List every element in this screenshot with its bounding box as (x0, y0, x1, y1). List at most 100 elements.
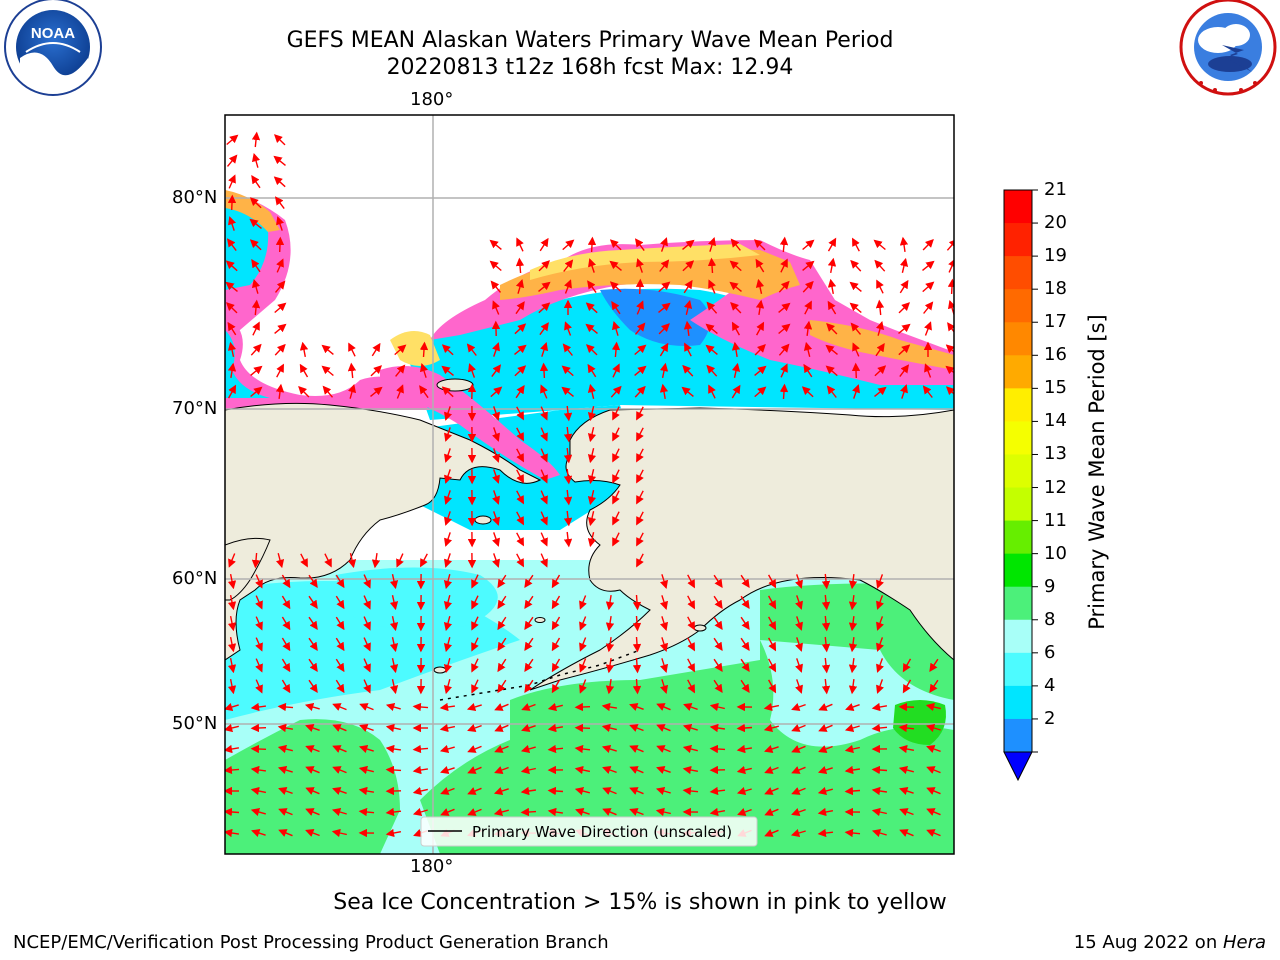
wave-arrow (492, 511, 500, 526)
wave-arrow (412, 702, 429, 712)
wave-arrow (490, 386, 503, 398)
wave-arrow (444, 532, 452, 547)
wave-arrow (227, 362, 237, 379)
wave-arrow (821, 594, 831, 611)
wave-arrow (551, 679, 561, 694)
wave-arrow (515, 278, 525, 294)
wave-arrow (851, 362, 861, 379)
wave-arrow (706, 364, 718, 377)
wave-arrow (587, 383, 597, 399)
wave-arrow (898, 323, 911, 334)
wave-arrow (683, 703, 698, 711)
wave-arrow (562, 239, 575, 251)
wave-arrow (412, 744, 429, 754)
wave-arrow (521, 724, 536, 732)
wave-arrow (587, 469, 597, 485)
wave-arrow (802, 239, 815, 251)
wave-arrow (612, 427, 620, 442)
wave-arrow (898, 302, 910, 314)
wave-arrow (605, 636, 615, 653)
wave-arrow (708, 384, 716, 399)
wave-arrow (255, 616, 263, 631)
wave-arrow (713, 616, 723, 630)
wave-arrow (551, 658, 561, 673)
wave-arrow (250, 723, 267, 733)
wave-arrow (682, 364, 694, 377)
colorbar-extend-triangle (1003, 751, 1033, 782)
wave-arrow (385, 828, 402, 838)
wave-arrow (251, 829, 266, 837)
wave-arrow (658, 323, 670, 335)
wave-arrow (497, 679, 507, 694)
wave-arrow (561, 365, 574, 377)
wave-arrow (389, 574, 399, 590)
wave-arrow (281, 574, 291, 589)
wave-arrow (612, 363, 620, 378)
wave-arrow (818, 703, 833, 711)
wave-arrow (251, 299, 261, 316)
wave-arrow (795, 658, 803, 673)
wave-arrow (540, 341, 549, 357)
wave-arrow (682, 260, 695, 272)
wave-arrow (947, 322, 954, 333)
wave-arrow (249, 197, 262, 209)
colorbar-band (1004, 487, 1032, 522)
wave-arrow (363, 595, 371, 610)
wave-arrow (659, 658, 669, 674)
wave-arrow (332, 745, 347, 753)
wave-arrow (515, 301, 525, 315)
wave-arrow (612, 406, 620, 421)
wave-arrow (848, 574, 858, 590)
wave-arrow (579, 595, 587, 610)
wave-arrow (520, 744, 536, 754)
wave-arrow (852, 384, 860, 399)
wave-arrow (612, 469, 620, 484)
wave-arrow (947, 278, 954, 295)
wave-arrow (899, 257, 909, 273)
wave-arrow (629, 724, 644, 732)
wave-arrow (439, 702, 455, 712)
footer-date-text: 15 Aug 2022 on (1073, 932, 1223, 953)
colorbar-band (1004, 421, 1032, 455)
wave-arrow (389, 658, 399, 674)
wave-arrow (412, 807, 428, 817)
wave-arrow (791, 745, 806, 753)
wave-arrow (389, 595, 399, 611)
wave-arrow (419, 362, 429, 378)
wave-arrow (791, 703, 806, 711)
wave-arrow (874, 259, 886, 272)
wave-arrow (540, 448, 548, 463)
wave-arrow (790, 828, 806, 838)
wave-arrow (363, 637, 371, 652)
wave-arrow (683, 320, 693, 336)
wave-arrow (492, 427, 500, 442)
colorbar-tick-label: 20 (1044, 212, 1067, 234)
wave-arrow (389, 637, 399, 653)
wave-arrow (609, 260, 622, 271)
wave-arrow (347, 362, 357, 379)
wave-arrow (795, 616, 803, 631)
wave-arrow (444, 448, 452, 463)
wave-arrow (848, 658, 858, 674)
wave-arrow (767, 616, 777, 631)
wave-arrow (632, 636, 642, 653)
wave-arrow (305, 724, 320, 732)
wave-arrow (945, 386, 954, 396)
wave-arrow (540, 490, 548, 505)
wave-arrow (817, 766, 833, 775)
wave-arrow (764, 766, 779, 774)
wave-arrow (276, 363, 284, 378)
wave-arrow (225, 281, 238, 292)
wave-arrow (731, 321, 741, 336)
wave-arrow (540, 469, 548, 484)
lon-label-top: 180° (410, 89, 454, 110)
wave-arrow (898, 765, 914, 775)
wave-arrow (520, 786, 537, 796)
colorbar-tick-label: 18 (1044, 278, 1067, 300)
wave-arrow (389, 679, 399, 695)
wave-arrow (228, 216, 236, 231)
wave-arrow (524, 637, 534, 651)
wave-arrow (249, 239, 262, 251)
wave-arrow (605, 615, 615, 632)
wave-arrow (370, 365, 382, 377)
